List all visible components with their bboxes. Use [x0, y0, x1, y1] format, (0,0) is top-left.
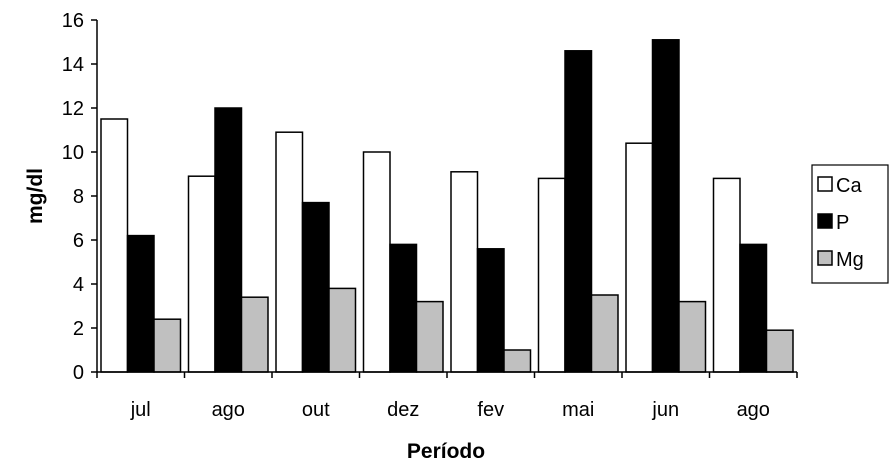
x-axis: jul ago out dez fev mai jun ago [96, 371, 798, 421]
x-tick-label: jun [651, 399, 679, 421]
legend-label-p: P [836, 212, 849, 234]
bar-ca-2 [187, 175, 216, 373]
bar-mg-2 [240, 296, 269, 373]
y-tick-label: 12 [62, 98, 84, 120]
bar-mg-3 [328, 287, 357, 373]
plot-area [100, 39, 794, 373]
legend-swatch-mg [817, 250, 833, 266]
y-axis: 0 2 4 6 8 10 12 14 16 [62, 10, 98, 384]
legend-label-ca: Ca [836, 175, 862, 197]
legend-label-mg: Mg [836, 249, 864, 271]
y-tick-label: 6 [73, 230, 84, 252]
x-tick-label: mai [562, 399, 594, 421]
bar-mg-1 [153, 318, 182, 373]
bar-mg-4 [415, 300, 444, 373]
bar-mg-6 [590, 294, 619, 373]
bar-ca-6 [537, 177, 566, 373]
bar-p-3 [301, 201, 330, 373]
x-tick-label: ago [212, 399, 245, 421]
legend-swatch-ca [817, 176, 833, 192]
bar-ca-8 [712, 177, 741, 373]
bar-mg-5 [503, 349, 532, 373]
bar-p-8 [739, 243, 768, 373]
y-tick-label: 10 [62, 142, 84, 164]
bar-p-5 [476, 248, 505, 373]
bar-p-1 [126, 234, 155, 373]
legend-swatch-p [817, 213, 833, 229]
y-tick-label: 16 [62, 10, 84, 32]
bar-ca-4 [362, 151, 391, 373]
bar-mg-8 [765, 329, 794, 373]
bar-p-6 [564, 50, 593, 373]
bar-mg-7 [678, 300, 707, 373]
y-tick-label: 0 [73, 362, 84, 384]
bar-ca-1 [100, 118, 129, 373]
x-tick-label: jul [130, 399, 151, 421]
bar-ca-3 [275, 131, 304, 373]
y-tick-label: 8 [73, 186, 84, 208]
x-tick-label: dez [387, 399, 419, 421]
bar-ca-5 [450, 171, 479, 373]
y-tick-label: 14 [62, 54, 84, 76]
x-axis-title: Período [407, 440, 485, 463]
y-tick-label: 2 [73, 318, 84, 340]
bar-p-4 [389, 243, 418, 373]
x-tick-label: fev [477, 399, 504, 421]
bar-p-7 [651, 39, 680, 373]
bar-ca-7 [625, 142, 654, 373]
x-tick-label: ago [737, 399, 770, 421]
y-axis-title: mg/dl [24, 168, 47, 224]
bar-p-2 [214, 107, 243, 373]
x-tick-label: out [302, 399, 330, 421]
y-tick-label: 4 [73, 274, 84, 296]
legend: Ca P Mg [811, 164, 889, 284]
